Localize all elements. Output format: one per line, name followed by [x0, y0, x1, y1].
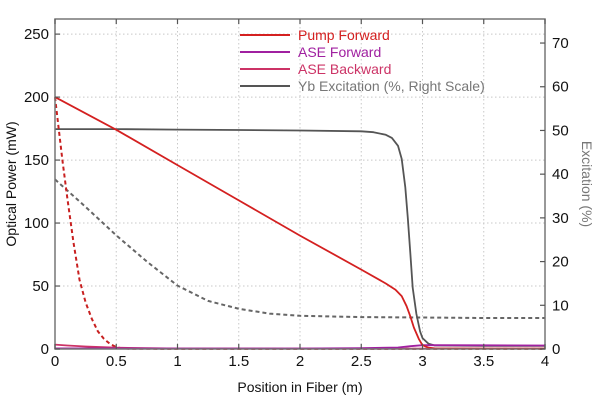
legend-item: Pump Forward — [240, 27, 390, 43]
series-line-yb-excitation-right-scale — [55, 128, 545, 347]
x-tick-label: 1.5 — [228, 353, 249, 370]
y-right-tick-label: 30 — [552, 210, 569, 227]
legend-item: ASE Forward — [240, 44, 381, 60]
x-tick-label: 4 — [541, 353, 549, 370]
y-tick-label: 100 — [24, 215, 49, 232]
y-right-tick-label: 50 — [552, 122, 569, 139]
y-tick-label: 250 — [24, 26, 49, 43]
x-tick-label: 2.5 — [351, 353, 372, 370]
y-right-tick-label: 20 — [552, 254, 569, 271]
legend-item: Yb Excitation (%, Right Scale) — [240, 78, 485, 94]
grid — [55, 19, 545, 349]
y-axis-right-label: Excitation (%) — [579, 141, 595, 227]
x-axis-label: Position in Fiber (m) — [237, 379, 362, 395]
ticks: 0 0.5 1 1.5 2 2.5 3 3.5 405010015020025001020304… — [24, 19, 569, 370]
legend-label: Pump Forward — [298, 27, 390, 43]
y-tick-label: 0 — [41, 341, 49, 358]
legend-label: ASE Backward — [298, 61, 391, 77]
x-tick-label: 1 — [173, 353, 181, 370]
legend-label: Yb Excitation (%, Right Scale) — [298, 78, 485, 94]
series-line-pump-forward — [54, 96, 545, 350]
y-tick-label: 150 — [24, 152, 49, 169]
x-tick-label: 3.5 — [473, 353, 494, 370]
y-tick-label: 50 — [32, 278, 49, 295]
legend-item: ASE Backward — [240, 61, 391, 77]
legend-label: ASE Forward — [298, 44, 381, 60]
y-axis-label: Optical Power (mW) — [3, 121, 19, 246]
y-right-tick-label: 0 — [552, 341, 560, 358]
y-right-tick-label: 10 — [552, 297, 569, 314]
y-right-tick-label: 60 — [552, 79, 569, 96]
x-tick-label: 0 — [51, 353, 59, 370]
x-tick-label: 0.5 — [106, 353, 127, 370]
y-right-tick-label: 70 — [552, 35, 569, 52]
y-tick-label: 200 — [24, 89, 49, 106]
y-right-tick-label: 40 — [552, 166, 569, 183]
x-tick-label: 3 — [418, 353, 426, 370]
x-tick-label: 2 — [296, 353, 304, 370]
